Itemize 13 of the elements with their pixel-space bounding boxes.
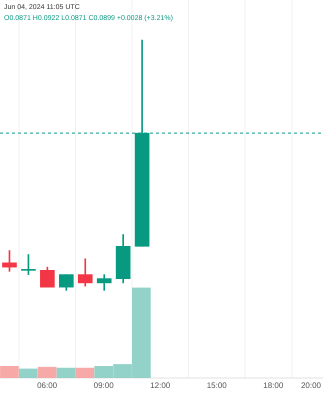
x-tick-label: 18:00 (263, 381, 284, 390)
x-tick-label: 09:00 (94, 381, 114, 390)
x-tick-label: 15:00 (206, 381, 228, 390)
bar (75, 368, 94, 378)
x-tick-label: 20:00 (300, 381, 322, 390)
bar (0, 366, 19, 378)
candlestick (21, 254, 36, 275)
x-tick-label: 12:00 (150, 381, 171, 390)
bar (38, 366, 56, 378)
bar (56, 368, 76, 378)
candlestick (2, 250, 17, 272)
bar (18, 368, 38, 378)
x-tick-label: 06:00 (37, 381, 58, 390)
